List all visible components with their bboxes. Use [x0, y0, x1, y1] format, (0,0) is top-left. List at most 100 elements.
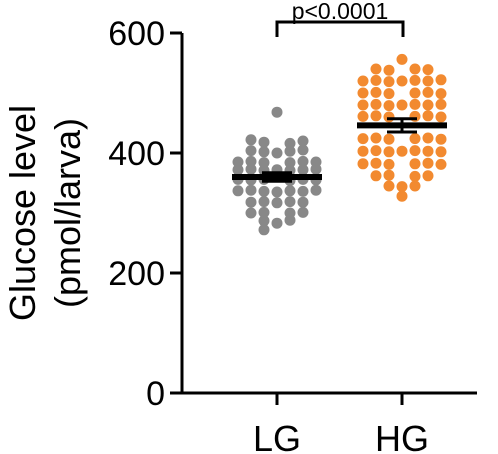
data-point-hg [422, 99, 434, 111]
data-point-hg [409, 63, 421, 75]
data-point-hg [435, 111, 447, 123]
data-point-lg [245, 145, 257, 157]
data-point-hg [370, 132, 382, 144]
data-point-hg [383, 88, 395, 100]
data-point-lg [245, 196, 257, 208]
y-tick-label: 600 [108, 15, 165, 53]
data-point-hg [370, 170, 382, 182]
data-point-lg [258, 196, 270, 208]
data-point-hg [370, 98, 382, 110]
y-tick-label: 0 [146, 375, 165, 413]
data-point-lg [232, 185, 244, 197]
data-point-lg [284, 145, 296, 157]
data-point-hg [422, 145, 434, 157]
data-point-lg [284, 214, 296, 226]
data-point-hg [370, 86, 382, 98]
data-point-hg [370, 157, 382, 169]
data-point-hg [422, 75, 434, 87]
data-point-hg [357, 110, 369, 122]
data-point-lg [232, 164, 244, 176]
data-point-hg [383, 146, 395, 158]
data-point-lg [245, 163, 257, 175]
data-point-hg [422, 157, 434, 169]
data-point-hg [396, 53, 408, 65]
data-point-hg [409, 87, 421, 99]
data-point-lg [297, 185, 309, 197]
data-point-hg [409, 180, 421, 192]
data-point-hg [409, 133, 421, 145]
x-category-label: HG [375, 418, 429, 454]
y-tick-label: 400 [108, 135, 165, 173]
data-point-hg [383, 100, 395, 112]
data-point-lg [284, 157, 296, 169]
data-point-lg [271, 197, 283, 209]
data-point-lg [271, 147, 283, 159]
data-point-lg [258, 146, 270, 158]
data-point-hg [357, 75, 369, 87]
significance-label: p<0.0001 [292, 0, 389, 24]
data-point-hg [422, 132, 434, 144]
plot-area: 0 200 400 600 LG HG [108, 15, 477, 454]
data-point-hg [435, 146, 447, 158]
data-point-hg [422, 64, 434, 76]
data-point-hg [396, 99, 408, 111]
data-point-hg [383, 76, 395, 88]
data-point-lg [258, 185, 270, 197]
data-point-hg [370, 145, 382, 157]
data-point-hg [422, 170, 434, 182]
y-axis-title-line-1: Glucose level [2, 105, 43, 321]
data-point-lg [258, 224, 270, 236]
y-axis-title-line-2: (pmol/larva) [47, 118, 88, 308]
data-point-hg [422, 110, 434, 122]
significance-bracket [275, 20, 405, 37]
data-point-hg [435, 74, 447, 86]
data-point-lg [258, 206, 270, 218]
data-point-lg [297, 164, 309, 176]
data-point-hg [435, 133, 447, 145]
data-point-hg [357, 87, 369, 99]
data-point-lg [245, 207, 257, 219]
data-point-hg [357, 145, 369, 157]
x-category-label: LG [253, 418, 301, 454]
data-point-hg [422, 86, 434, 98]
data-point-hg [409, 158, 421, 170]
data-point-lg [271, 186, 283, 198]
data-point-lg [310, 163, 322, 175]
data-point-lg [245, 184, 257, 196]
data-point-lg [271, 217, 283, 229]
data-point-hg [370, 74, 382, 86]
data-point-lg [310, 184, 322, 196]
data-point-hg [409, 74, 421, 86]
data-point-lg [258, 136, 270, 148]
data-point-lg [297, 206, 309, 218]
data-point-hg [396, 190, 408, 202]
data-point-hg [383, 180, 395, 192]
data-point-lg [284, 137, 296, 149]
data-point-lg [284, 185, 296, 197]
data-point-hg [435, 158, 447, 170]
data-point-lg [297, 196, 309, 208]
data-point-lg [297, 135, 309, 147]
data-point-hg [409, 98, 421, 110]
data-point-lg [297, 144, 309, 156]
data-point-lg [271, 106, 283, 118]
data-point-hg [409, 145, 421, 157]
data-point-hg [370, 63, 382, 75]
data-point-hg [396, 75, 408, 87]
data-point-lg [245, 155, 257, 167]
data-point-hg [357, 133, 369, 145]
data-point-lg [284, 196, 296, 208]
y-tick-label: 200 [108, 255, 165, 293]
data-point-hg [383, 64, 395, 76]
data-point-hg [435, 98, 447, 110]
data-point-lg [297, 155, 309, 167]
data-point-lg [258, 157, 270, 169]
data-point-lg [258, 215, 270, 227]
data-point-hg [383, 169, 395, 181]
data-point-hg [357, 158, 369, 170]
data-point-lg [232, 156, 244, 168]
data-point-hg [383, 111, 395, 123]
data-point-hg [396, 181, 408, 193]
data-point-lg [245, 134, 257, 146]
